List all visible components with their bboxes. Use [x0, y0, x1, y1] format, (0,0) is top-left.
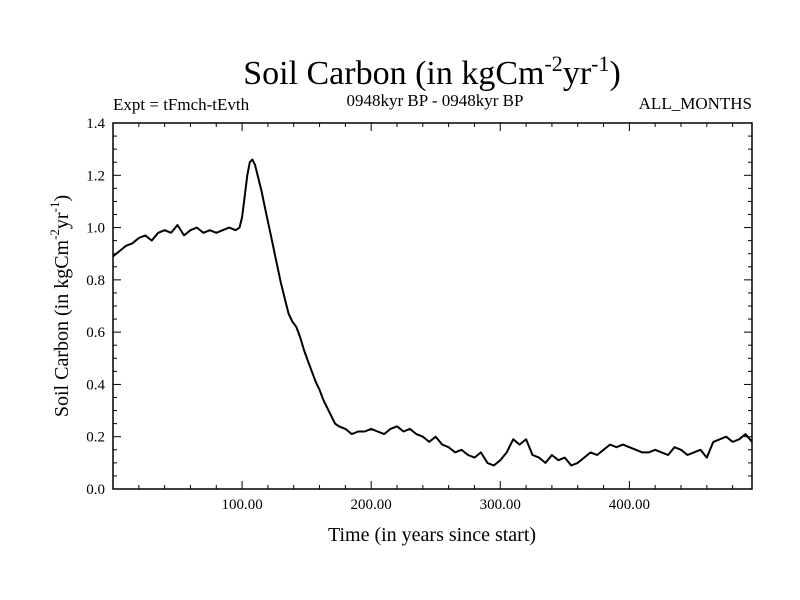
months-label: ALL_MONTHS	[639, 94, 752, 113]
plot-frame	[112, 122, 753, 490]
y-tick-label: 1.0	[86, 221, 105, 237]
y-axis-ticks: 0.0 0.2 0.4 0.6 0.8 1.0 1.2 1.4	[86, 116, 752, 498]
x-axis-label: Time (in years since start)	[328, 524, 536, 546]
x-tick-label: 300.00	[480, 497, 521, 513]
x-axis-ticks: 100.00 200.00 300.00 400.00	[138, 123, 734, 513]
x-tick-label: 100.00	[221, 497, 262, 513]
x-tick-label: 200.00	[351, 497, 392, 513]
series-line	[112, 158, 753, 467]
series-group	[112, 158, 753, 467]
y-tick-label: 0.8	[86, 273, 105, 289]
x-tick-label: 400.00	[609, 497, 650, 513]
y-axis-label: Soil Carbon (in kgCm-2yr-1)	[47, 195, 73, 417]
y-tick-label: 1.4	[86, 116, 105, 132]
time-range-label: 0948kyr BP - 0948kyr BP	[347, 91, 524, 110]
y-tick-label: 0.2	[86, 430, 105, 446]
y-tick-label: 0.0	[86, 482, 105, 498]
chart-title: Soil Carbon (in kgCm-2yr-1)	[243, 51, 621, 92]
y-tick-label: 1.2	[86, 168, 105, 184]
experiment-label: Expt = tFmch-tEvth	[113, 95, 250, 114]
y-tick-label: 0.4	[86, 377, 105, 393]
y-tick-label: 0.6	[86, 325, 105, 341]
